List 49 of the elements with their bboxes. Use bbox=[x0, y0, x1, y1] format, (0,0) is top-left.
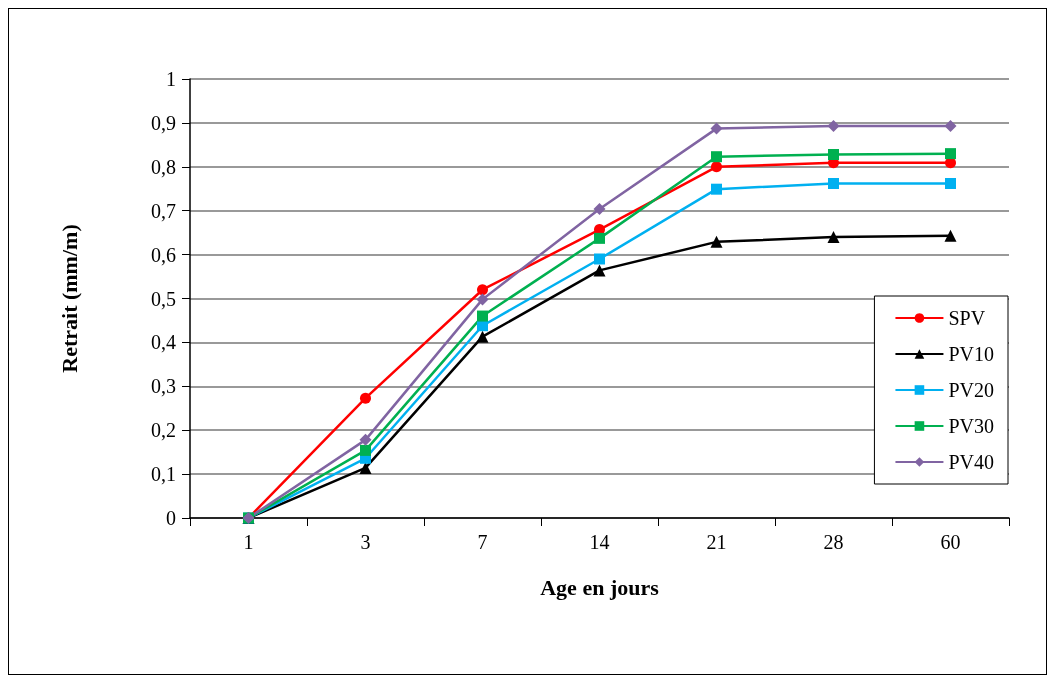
y-tick-label: 0 bbox=[166, 507, 176, 529]
point bbox=[828, 177, 839, 189]
y-tick-label: 0,8 bbox=[151, 155, 176, 178]
point bbox=[945, 148, 956, 160]
y-axis-title: Retrait (mm/m) bbox=[56, 224, 82, 373]
x-tick-label: 7 bbox=[477, 531, 488, 553]
x-tick-label: 14 bbox=[589, 531, 610, 553]
x-tick-label: 60 bbox=[940, 531, 961, 553]
y-tick-label: 0,9 bbox=[151, 111, 176, 134]
x-tick-label: 28 bbox=[823, 531, 844, 553]
y-tick-label: 0,7 bbox=[151, 199, 176, 222]
legend-label: PV40 bbox=[948, 451, 995, 473]
x-tick-label: 21 bbox=[706, 531, 727, 553]
x-axis-title: Age en jours bbox=[540, 574, 660, 600]
point bbox=[594, 253, 605, 265]
point bbox=[710, 235, 723, 248]
y-tick-label: 0,1 bbox=[151, 463, 176, 486]
point bbox=[828, 149, 839, 161]
point bbox=[477, 310, 488, 322]
y-tick-label: 0,6 bbox=[151, 243, 176, 266]
point bbox=[710, 122, 723, 135]
point bbox=[477, 284, 488, 296]
y-tick-label: 0,4 bbox=[151, 331, 176, 354]
legend-label: PV10 bbox=[948, 343, 995, 365]
legend-label: PV30 bbox=[948, 415, 995, 437]
point bbox=[360, 392, 371, 404]
point bbox=[711, 183, 722, 195]
point bbox=[593, 264, 606, 277]
point bbox=[827, 119, 840, 132]
point bbox=[476, 293, 489, 306]
point bbox=[359, 433, 372, 446]
point bbox=[711, 151, 722, 163]
legend-label: SPV bbox=[948, 307, 986, 329]
y-tick-label: 0,3 bbox=[151, 375, 176, 398]
point bbox=[827, 231, 840, 244]
point bbox=[945, 177, 956, 189]
point bbox=[476, 330, 489, 343]
point bbox=[594, 232, 605, 244]
y-tick-label: 0,5 bbox=[151, 287, 176, 310]
point bbox=[360, 444, 371, 456]
point bbox=[944, 119, 957, 132]
point bbox=[711, 161, 722, 173]
y-tick-label: 1 bbox=[166, 68, 176, 90]
x-tick-label: 1 bbox=[243, 531, 254, 553]
legend-label: PV20 bbox=[948, 379, 995, 401]
point bbox=[593, 202, 606, 215]
point bbox=[944, 229, 957, 242]
y-tick-label: 0,2 bbox=[151, 419, 176, 442]
x-tick-label: 3 bbox=[360, 531, 371, 553]
